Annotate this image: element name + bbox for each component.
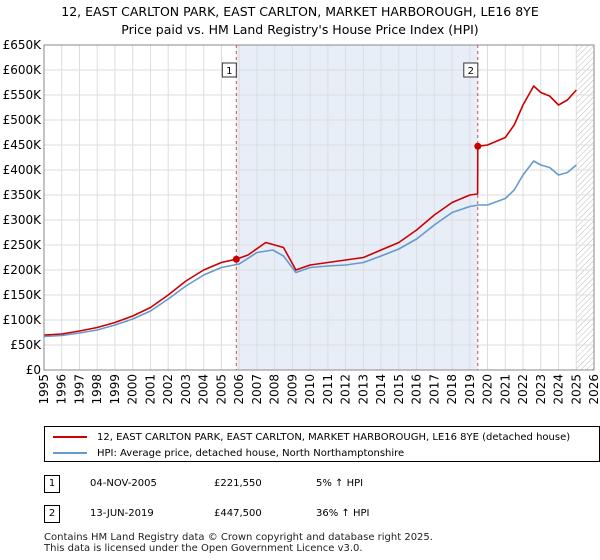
x-tick-label: 2012 — [339, 374, 353, 405]
legend-item-property: 12, EAST CARLTON PARK, EAST CARLTON, MAR… — [53, 430, 570, 444]
x-tick-label: 1996 — [55, 374, 69, 405]
plot-frame — [43, 44, 595, 371]
x-tick-label: 2015 — [392, 374, 406, 405]
x-tick-label: 1997 — [72, 374, 86, 405]
y-tick-label: £400K — [3, 163, 43, 177]
x-tick-label: 2006 — [232, 374, 246, 405]
x-tick-label: 2017 — [427, 374, 441, 405]
x-tick-label: 1995 — [37, 374, 51, 405]
y-tick-label: £200K — [3, 263, 43, 277]
footer: Contains HM Land Registry data © Crown c… — [44, 532, 433, 554]
legend-label-property: 12, EAST CARLTON PARK, EAST CARLTON, MAR… — [97, 431, 571, 443]
transaction-row: 1 04-NOV-2005 £221,550 5% ↑ HPI — [44, 475, 584, 495]
chart-subtitle: Price paid vs. HM Land Registry's House … — [121, 22, 479, 37]
ownership-shade — [236, 45, 478, 370]
x-tick-label: 2018 — [445, 374, 459, 405]
footer-copyright: Contains HM Land Registry data © Crown c… — [44, 532, 433, 543]
marker-box — [221, 62, 237, 78]
x-tick-label: 2014 — [374, 374, 388, 405]
x-tick-label: 1999 — [108, 374, 122, 405]
x-tick-label: 1998 — [90, 374, 104, 405]
x-tick-label: 2020 — [481, 374, 495, 405]
x-tick-label: 2025 — [569, 374, 583, 405]
legend-swatch-property — [53, 436, 87, 438]
x-tick-label: 2001 — [143, 374, 157, 405]
y-tick-label: £650K — [3, 38, 43, 52]
y-tick-label: £50K — [10, 338, 42, 352]
transaction-date: 04-NOV-2005 — [90, 478, 157, 489]
x-tick-label: 2004 — [197, 374, 211, 405]
transaction-hpi-change: 36% ↑ HPI — [316, 508, 370, 519]
x-tick-label: 2026 — [587, 374, 600, 405]
y-tick-label: £100K — [3, 313, 43, 327]
y-tick-label: £550K — [3, 88, 43, 102]
transaction-price: £221,550 — [214, 478, 262, 489]
transaction-price: £447,500 — [214, 508, 262, 519]
hpi-line — [43, 160, 577, 338]
legend-swatch-hpi — [53, 452, 87, 454]
legend: 12, EAST CARLTON PARK, EAST CARLTON, MAR… — [44, 426, 600, 462]
marker-box — [463, 62, 479, 78]
footer-license: This data is licensed under the Open Gov… — [44, 543, 363, 554]
x-tick-label: 2024 — [552, 374, 566, 405]
y-tick-label: £0 — [26, 363, 41, 377]
sale-point — [232, 255, 240, 263]
sale-point — [474, 142, 482, 150]
y-tick-label: £150K — [3, 288, 43, 302]
transaction-hpi-change: 5% ↑ HPI — [316, 478, 364, 489]
x-tick-label: 2009 — [285, 374, 299, 405]
x-tick-label: 2016 — [410, 374, 424, 405]
property-price-line — [43, 85, 577, 336]
marker-label: 2 — [468, 66, 474, 77]
x-tick-label: 2003 — [179, 374, 193, 405]
y-tick-label: £450K — [3, 138, 43, 152]
forecast-hatch — [576, 45, 594, 370]
x-tick-label: 2019 — [463, 374, 477, 405]
marker-label: 1 — [226, 66, 232, 77]
chart-title: 12, EAST CARLTON PARK, EAST CARLTON, MAR… — [61, 4, 539, 19]
transaction-row: 2 13-JUN-2019 £447,500 36% ↑ HPI — [44, 505, 584, 525]
x-tick-label: 2023 — [534, 374, 548, 405]
y-tick-label: £250K — [3, 238, 43, 252]
transaction-number: 2 — [44, 505, 60, 523]
price-chart: £0 £50K £100K £150K £200K £250K £300K £350K £400… — [3, 38, 600, 405]
x-tick-label: 2013 — [356, 374, 370, 405]
x-tick-label: 2000 — [126, 374, 140, 405]
x-tick-label: 2007 — [250, 374, 264, 405]
x-tick-label: 2005 — [214, 374, 228, 405]
x-tick-label: 2022 — [516, 374, 530, 405]
x-tick-label: 2010 — [303, 374, 317, 405]
transaction-date: 13-JUN-2019 — [90, 508, 154, 519]
x-tick-label: 2008 — [268, 374, 282, 405]
legend-item-hpi: HPI: Average price, detached house, Nort… — [53, 446, 404, 460]
legend-label-hpi: HPI: Average price, detached house, Nort… — [97, 447, 405, 459]
y-tick-label: £350K — [3, 188, 43, 202]
x-tick-label: 2002 — [161, 374, 175, 405]
y-tick-label: £600K — [3, 63, 43, 77]
y-tick-label: £500K — [3, 113, 43, 127]
y-tick-label: £300K — [3, 213, 43, 227]
x-tick-label: 2011 — [321, 374, 335, 405]
x-tick-label: 2021 — [498, 374, 512, 405]
transaction-number: 1 — [44, 475, 60, 493]
